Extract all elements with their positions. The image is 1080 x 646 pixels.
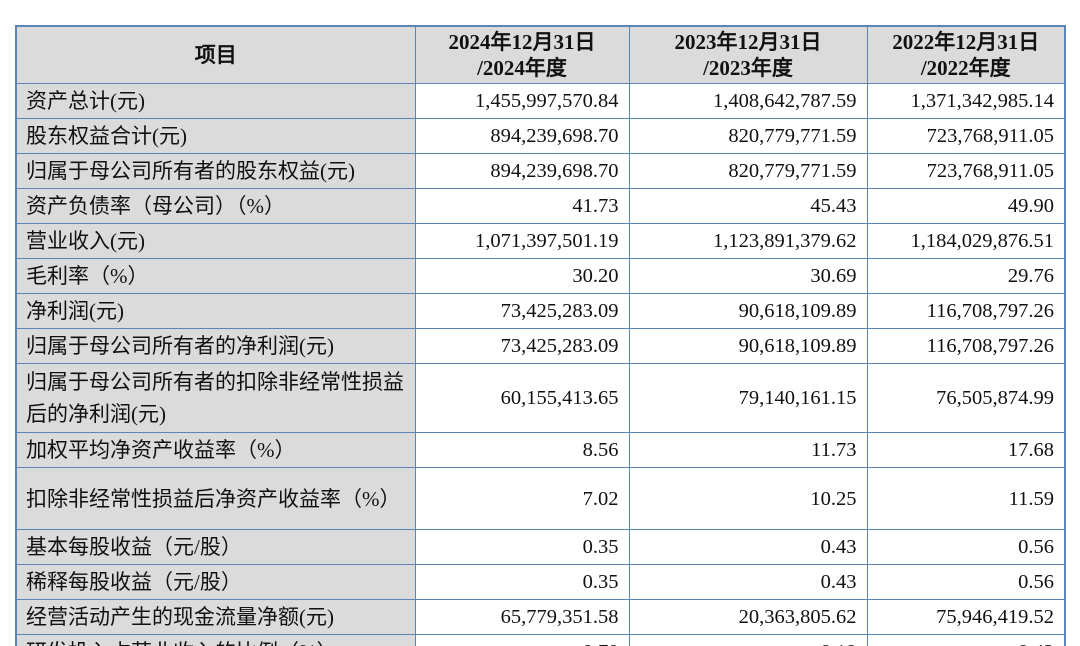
period-2022-line1: 2022年12月31日: [892, 30, 1040, 54]
cell-value: 41.73: [414, 188, 630, 224]
row-label: 营业收入(元): [15, 223, 416, 259]
cell-value: 0.56: [866, 529, 1066, 565]
table-row-roe-excl-nonrecurring: 扣除非经常性损益后净资产收益率（%） 7.02 10.25 11.59: [15, 467, 1066, 530]
cell-value: 0.43: [628, 529, 868, 565]
row-label: 资产负债率（母公司）（%）: [15, 188, 416, 224]
row-label: 净利润(元): [15, 293, 416, 329]
cell-value: 820,779,771.59: [628, 118, 868, 154]
table-row-basic-eps: 基本每股收益（元/股） 0.35 0.43 0.56: [15, 529, 1066, 565]
cell-value: 116,708,797.26: [866, 328, 1066, 364]
table-row-gross-margin: 毛利率（%） 30.20 30.69 29.76: [15, 258, 1066, 294]
row-label: 归属于母公司所有者的净利润(元): [15, 328, 416, 364]
cell-value: 60,155,413.65: [414, 363, 630, 433]
row-label: 资产总计(元): [15, 83, 416, 119]
row-label: 股东权益合计(元): [15, 118, 416, 154]
column-header-item: 项目: [15, 25, 416, 84]
financial-summary-table: 项目 2024年12月31日 /2024年度 2023年12月31日 /2023…: [15, 25, 1066, 646]
table-row-rd-ratio: 研发投入占营业收入的比例（%） 8.70 8.19 8.42: [15, 634, 1066, 646]
cell-value: 1,371,342,985.14: [866, 83, 1066, 119]
cell-value: 0.35: [414, 564, 630, 600]
table-row-total-assets: 资产总计(元) 1,455,997,570.84 1,408,642,787.5…: [15, 83, 1066, 119]
column-header-period-2022: 2022年12月31日 /2022年度: [866, 25, 1066, 84]
cell-value: 723,768,911.05: [866, 153, 1066, 189]
row-label: 研发投入占营业收入的比例（%）: [15, 634, 416, 646]
cell-value: 49.90: [866, 188, 1066, 224]
cell-value: 0.56: [866, 564, 1066, 600]
cell-value: 1,071,397,501.19: [414, 223, 630, 259]
cell-value: 20,363,805.62: [628, 599, 868, 635]
cell-value: 894,239,698.70: [414, 153, 630, 189]
cell-value: 11.73: [628, 432, 868, 468]
cell-value: 1,184,029,876.51: [866, 223, 1066, 259]
table-row-parent-net-profit: 归属于母公司所有者的净利润(元) 73,425,283.09 90,618,10…: [15, 328, 1066, 364]
period-2024-line1: 2024年12月31日: [448, 30, 596, 54]
cell-value: 30.69: [628, 258, 868, 294]
cell-value: 17.68: [866, 432, 1066, 468]
table-row-operating-cash-flow: 经营活动产生的现金流量净额(元) 65,779,351.58 20,363,80…: [15, 599, 1066, 635]
table-row-total-equity: 股东权益合计(元) 894,239,698.70 820,779,771.59 …: [15, 118, 1066, 154]
cell-value: 29.76: [866, 258, 1066, 294]
cell-value: 894,239,698.70: [414, 118, 630, 154]
period-2022-line2: /2022年度: [920, 56, 1011, 80]
cell-value: 76,505,874.99: [866, 363, 1066, 433]
table-row-debt-ratio: 资产负债率（母公司）（%） 41.73 45.43 49.90: [15, 188, 1066, 224]
period-2023-line1: 2023年12月31日: [674, 30, 822, 54]
row-label: 毛利率（%）: [15, 258, 416, 294]
cell-value: 11.59: [866, 467, 1066, 530]
cell-value: 65,779,351.58: [414, 599, 630, 635]
table-row-parent-equity: 归属于母公司所有者的股东权益(元) 894,239,698.70 820,779…: [15, 153, 1066, 189]
row-label: 扣除非经常性损益后净资产收益率（%）: [15, 467, 416, 530]
cell-value: 8.19: [628, 634, 868, 646]
cell-value: 73,425,283.09: [414, 293, 630, 329]
table-row-net-profit: 净利润(元) 73,425,283.09 90,618,109.89 116,7…: [15, 293, 1066, 329]
cell-value: 0.35: [414, 529, 630, 565]
cell-value: 1,408,642,787.59: [628, 83, 868, 119]
cell-value: 820,779,771.59: [628, 153, 868, 189]
cell-value: 30.20: [414, 258, 630, 294]
column-header-period-2023: 2023年12月31日 /2023年度: [628, 25, 868, 84]
cell-value: 1,455,997,570.84: [414, 83, 630, 119]
cell-value: 90,618,109.89: [628, 293, 868, 329]
cell-value: 7.02: [414, 467, 630, 530]
row-label: 归属于母公司所有者的扣除非经常性损益后的净利润(元): [15, 363, 416, 433]
cell-value: 8.70: [414, 634, 630, 646]
cell-value: 0.43: [628, 564, 868, 600]
cell-value: 8.56: [414, 432, 630, 468]
table-row-weighted-avg-roe: 加权平均净资产收益率（%） 8.56 11.73 17.68: [15, 432, 1066, 468]
period-2024-line2: /2024年度: [477, 56, 567, 80]
cell-value: 8.42: [866, 634, 1066, 646]
table-row-diluted-eps: 稀释每股收益（元/股） 0.35 0.43 0.56: [15, 564, 1066, 600]
cell-value: 73,425,283.09: [414, 328, 630, 364]
cell-value: 45.43: [628, 188, 868, 224]
row-label: 加权平均净资产收益率（%）: [15, 432, 416, 468]
row-label: 稀释每股收益（元/股）: [15, 564, 416, 600]
cell-value: 79,140,161.15: [628, 363, 868, 433]
cell-value: 1,123,891,379.62: [628, 223, 868, 259]
table-row-parent-net-profit-excl-nonrecurring: 归属于母公司所有者的扣除非经常性损益后的净利润(元) 60,155,413.65…: [15, 363, 1066, 433]
cell-value: 75,946,419.52: [866, 599, 1066, 635]
table-row-revenue: 营业收入(元) 1,071,397,501.19 1,123,891,379.6…: [15, 223, 1066, 259]
cell-value: 723,768,911.05: [866, 118, 1066, 154]
row-label: 基本每股收益（元/股）: [15, 529, 416, 565]
column-header-period-2024: 2024年12月31日 /2024年度: [414, 25, 630, 84]
cell-value: 116,708,797.26: [866, 293, 1066, 329]
row-label: 归属于母公司所有者的股东权益(元): [15, 153, 416, 189]
cell-value: 90,618,109.89: [628, 328, 868, 364]
period-2023-line2: /2023年度: [703, 56, 793, 80]
cell-value: 10.25: [628, 467, 868, 530]
table-header-row: 项目 2024年12月31日 /2024年度 2023年12月31日 /2023…: [15, 25, 1066, 84]
row-label: 经营活动产生的现金流量净额(元): [15, 599, 416, 635]
